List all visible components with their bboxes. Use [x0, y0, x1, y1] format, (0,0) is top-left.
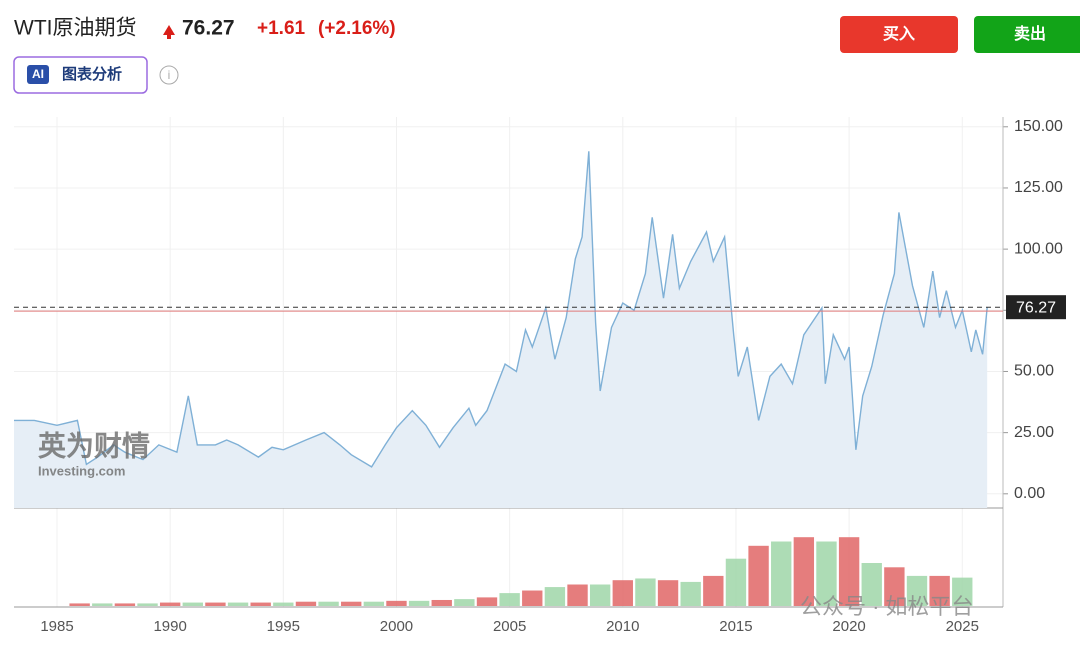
up-arrow: [163, 25, 175, 39]
ai-badge-text: AI: [32, 67, 44, 81]
x-tick-label: 2005: [493, 618, 526, 635]
x-tick-label: 2020: [832, 618, 865, 635]
volume-bar: [635, 578, 656, 606]
buy-label[interactable]: 买入: [883, 25, 915, 43]
y-tick-label: 25.00: [1014, 424, 1054, 441]
ai-label[interactable]: 图表分析: [62, 65, 122, 83]
volume-bar: [952, 577, 973, 606]
y-tick-label: 150.00: [1014, 118, 1063, 135]
y-tick-label: 125.00: [1014, 179, 1063, 196]
volume-bar: [861, 563, 882, 606]
watermark-site: Investing.com: [38, 463, 125, 478]
volume-bar: [703, 575, 724, 606]
volume-bar: [657, 580, 679, 606]
info-i: i: [168, 68, 171, 82]
volume-bar: [906, 575, 928, 606]
volume-bar: [92, 603, 113, 606]
price-line: [14, 151, 988, 468]
volume-bar: [295, 601, 317, 606]
volume-bar: [363, 601, 385, 606]
sell-label[interactable]: 卖出: [1014, 24, 1046, 43]
volume-bar: [250, 602, 271, 606]
y-tick-label: 0.00: [1014, 485, 1045, 502]
info-icon[interactable]: [159, 65, 179, 85]
volume-bar: [476, 597, 498, 606]
x-tick-label: 2015: [719, 618, 752, 635]
title: WTI原油期货: [14, 17, 136, 40]
volume-bar: [544, 587, 566, 606]
volume-bar: [227, 602, 249, 606]
last-price-box: [1006, 295, 1066, 320]
x-tick-label: 1985: [40, 618, 73, 635]
area: [14, 151, 988, 509]
x-tick-label: 2000: [380, 618, 413, 635]
x-tick-label: 2025: [946, 618, 979, 635]
sell-button[interactable]: [974, 16, 1080, 53]
price: 76.27: [182, 17, 235, 40]
volume-bar: [114, 603, 136, 606]
volume-bar: [816, 541, 837, 606]
volume-bar: [567, 584, 588, 606]
volume-bar: [748, 545, 769, 606]
volume-bar: [680, 581, 701, 606]
x-tick-label: 1990: [153, 618, 186, 635]
volume-bar: [273, 602, 294, 606]
volume-bar: [929, 575, 950, 606]
volume-bar: [205, 602, 226, 606]
volume-bar: [884, 567, 905, 606]
volume-bar: [725, 558, 747, 606]
volume-bar: [386, 600, 407, 606]
volume-bar: [137, 603, 158, 606]
volume-bar: [522, 590, 543, 606]
change-pct: (+2.16%): [318, 18, 396, 39]
volume-bar: [69, 603, 90, 606]
volume-bar: [499, 593, 520, 606]
volume-bar: [182, 602, 203, 606]
x-tick-label: 2010: [606, 618, 639, 635]
volume-bar: [771, 541, 792, 606]
footer-watermark: 公众号 · 如松平台: [800, 594, 974, 619]
volume-bar: [408, 600, 430, 606]
volume-bar: [341, 601, 362, 606]
volume-bar: [793, 537, 815, 606]
y-tick-label: 100.00: [1014, 240, 1063, 257]
volume-bar: [838, 537, 860, 606]
change: +1.61: [257, 18, 306, 39]
volume-bar: [318, 601, 339, 606]
y-tick-label: 50.00: [1014, 363, 1054, 380]
watermark-brand: 英为财情: [38, 430, 150, 461]
x-tick-label: 1995: [267, 618, 300, 635]
volume-bar: [431, 599, 452, 606]
volume-bar: [159, 602, 181, 606]
last-price-label: 76.27: [1016, 299, 1056, 316]
volume-bar: [454, 599, 475, 606]
volume-bar: [612, 580, 633, 606]
buy-button[interactable]: [840, 16, 958, 53]
volume-bar: [589, 584, 611, 606]
ai-badge: [27, 65, 49, 84]
